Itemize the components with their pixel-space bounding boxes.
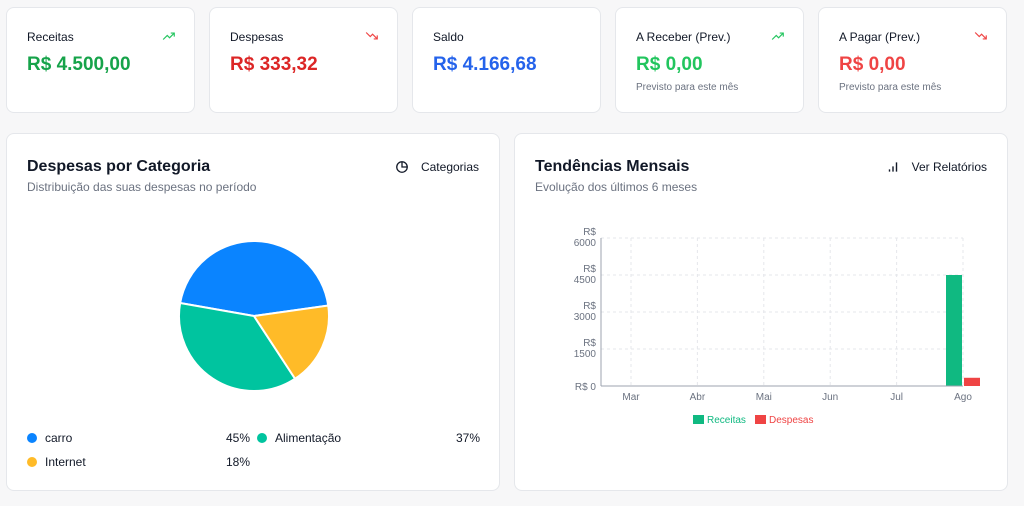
stat-value: R$ 4.500,00 (27, 54, 131, 75)
legend-label: Internet (45, 455, 86, 469)
category-panel-subtitle: Distribuição das suas despesas no períod… (27, 180, 257, 194)
trending-down-icon (365, 32, 378, 40)
legend-item-alimentacao: Alimentação (257, 431, 341, 445)
y-tick-label-currency: R$ (583, 338, 596, 349)
stat-label: A Receber (Prev.) (636, 30, 731, 44)
bar-despesas-ago (964, 377, 980, 386)
x-tick-label: Mai (756, 392, 772, 403)
legend-dot (257, 433, 267, 443)
stat-label: Saldo (433, 30, 464, 44)
legend-dot (27, 433, 37, 443)
pie-chart-icon (396, 161, 408, 173)
legend-item-internet: Internet (27, 455, 86, 469)
category-panel: Despesas por Categoria Distribuição das … (6, 133, 500, 491)
y-tick-label: R$ 0 (575, 382, 597, 393)
legend-pct: 45% (226, 431, 251, 445)
legend-swatch-despesas (755, 415, 766, 424)
y-tick-label-currency: R$ (583, 227, 596, 238)
pie-slice-carro (178, 240, 330, 318)
stat-value: R$ 0,00 (839, 54, 906, 75)
categories-button-label: Categorias (420, 160, 479, 174)
stat-card-a-receber-prev: A Receber (Prev.) R$ 0,00 Previsto para es… (615, 7, 804, 113)
pie-chart (178, 240, 330, 392)
stat-label: A Pagar (Prev.) (839, 30, 921, 44)
categories-button[interactable]: Categorias (395, 160, 479, 174)
legend-pct: 37% (456, 431, 481, 445)
bar-receitas-ago (946, 275, 962, 386)
stat-value: R$ 4.166,68 (433, 54, 537, 75)
y-tick-label: 6000 (574, 238, 597, 249)
stat-caption: Previsto para este mês (636, 82, 739, 93)
trending-down-icon (974, 32, 987, 40)
x-tick-label: Mar (622, 392, 640, 403)
legend-label-despesas: Despesas (769, 415, 813, 426)
trending-up-icon (162, 32, 175, 40)
y-tick-label: 1500 (574, 349, 597, 360)
y-tick-label-currency: R$ (583, 264, 596, 275)
legend-label-receitas: Receitas (707, 415, 746, 426)
legend-swatch-receitas (693, 415, 704, 424)
category-panel-title: Despesas por Categoria (27, 158, 211, 175)
trend-panel-title: Tendências Mensais (535, 158, 690, 175)
y-tick-label: 4500 (574, 275, 597, 286)
pie-slice-alimentacao (178, 301, 297, 392)
stat-value: R$ 333,32 (230, 54, 318, 75)
legend-dot (27, 457, 37, 467)
legend-pct: 18% (226, 455, 251, 469)
stat-card-a-pagar-prev: A Pagar (Prev.) R$ 0,00 Previsto para este… (818, 7, 1007, 113)
stat-caption: Previsto para este mês (839, 82, 942, 93)
x-tick-label: Jun (822, 392, 838, 403)
bar-chart-icon (888, 162, 897, 172)
legend-label: Alimentação (275, 431, 342, 445)
y-tick-label: 3000 (574, 312, 597, 323)
x-tick-label: Abr (690, 392, 706, 403)
trending-up-icon (771, 32, 784, 40)
stat-label: Despesas (230, 30, 284, 44)
x-tick-label: Jul (890, 392, 903, 403)
reports-button[interactable]: Ver Relatórios (886, 160, 987, 174)
stat-card-despesas: Despesas R$ 333,32 (209, 7, 398, 113)
pie-slice-internet (252, 304, 330, 381)
reports-button-label: Ver Relatórios (911, 160, 987, 174)
legend-item-carro: carro (27, 431, 72, 445)
stat-card-receitas: Receitas R$ 4.500,00 (6, 7, 195, 113)
stat-value: R$ 0,00 (636, 54, 703, 75)
trend-panel-subtitle: Evolução dos últimos 6 meses (535, 180, 698, 194)
legend-label: carro (45, 431, 73, 445)
trend-panel: Tendências Mensais Evolução dos últimos … (514, 133, 1008, 491)
x-tick-label: Ago (954, 392, 972, 403)
stat-label: Receitas (27, 30, 74, 44)
stat-card-saldo: Saldo R$ 4.166,68 (412, 7, 601, 113)
y-tick-label-currency: R$ (583, 301, 596, 312)
